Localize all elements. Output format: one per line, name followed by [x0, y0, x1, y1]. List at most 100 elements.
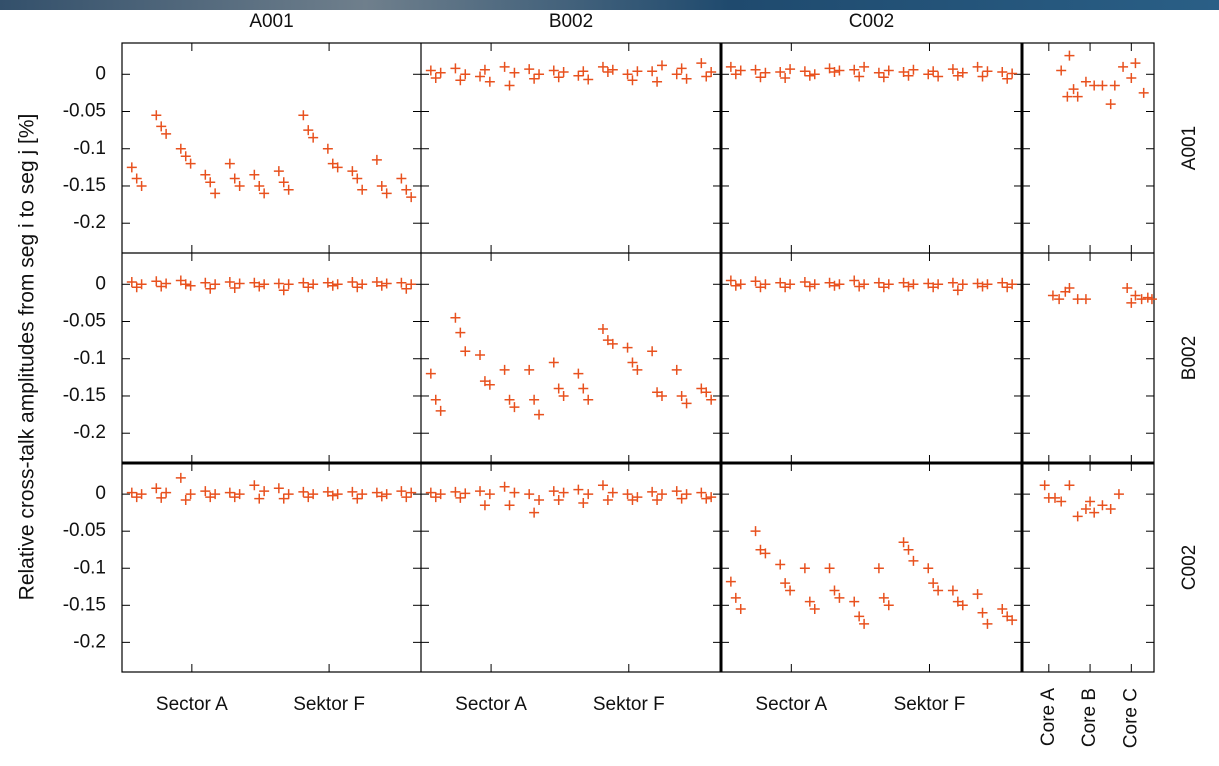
data-point [1114, 489, 1124, 499]
data-point [406, 279, 416, 289]
data-point [973, 589, 983, 599]
data-point [554, 72, 564, 82]
data-point [259, 188, 269, 198]
data-point [505, 500, 515, 510]
data-point [509, 488, 519, 498]
data-point [849, 597, 859, 607]
data-point [982, 66, 992, 76]
data-point [274, 279, 284, 289]
data-point [559, 488, 569, 498]
data-point [829, 585, 839, 595]
data-point [436, 406, 446, 416]
y-tick-label: -0.2 [73, 212, 106, 233]
data-point [210, 188, 220, 198]
data-point [205, 177, 215, 187]
data-point [176, 144, 186, 154]
data-point [137, 181, 147, 191]
data-point [908, 65, 918, 75]
data-point [151, 483, 161, 493]
data-point [186, 159, 196, 169]
data-point [859, 619, 869, 629]
data-point [181, 151, 191, 161]
plot-frame [122, 43, 1154, 672]
data-point [357, 185, 367, 195]
data-point [357, 489, 367, 499]
data-point [200, 486, 210, 496]
data-point [225, 159, 235, 169]
data-point [151, 110, 161, 120]
data-point [475, 72, 485, 82]
data-point [1139, 88, 1149, 98]
data-point [627, 357, 637, 367]
data-point [161, 129, 171, 139]
data-point [225, 277, 235, 287]
data-point [254, 494, 264, 504]
data-point [682, 398, 692, 408]
data-point [249, 480, 259, 490]
data-point [323, 144, 333, 154]
data-point [854, 72, 864, 82]
data-point [1056, 66, 1066, 76]
data-point [460, 69, 470, 79]
data-point [382, 489, 392, 499]
data-point [274, 166, 284, 176]
data-point [978, 72, 988, 82]
data-point [509, 68, 519, 78]
data-point [647, 487, 657, 497]
x-tick-label: Sector A [755, 694, 827, 715]
data-point [401, 492, 411, 502]
data-point [652, 77, 662, 87]
y-tick-label: -0.2 [73, 422, 106, 443]
data-point [682, 74, 692, 84]
data-point [603, 495, 613, 505]
x-tick-label: Sector A [156, 694, 228, 715]
data-point [933, 585, 943, 595]
data-point [583, 74, 593, 84]
y-tick-label: -0.15 [63, 175, 106, 196]
data-point [509, 402, 519, 412]
data-point [382, 279, 392, 289]
y-tick-label: -0.05 [63, 520, 106, 541]
data-point [736, 279, 746, 289]
data-point [973, 62, 983, 72]
y-axis-label: Relative cross-talk amplitudes from seg … [16, 114, 39, 601]
data-point [997, 67, 1007, 77]
data-point [1062, 92, 1072, 102]
data-point [284, 279, 294, 289]
data-point [780, 578, 790, 588]
y-tick-label: -0.05 [63, 311, 106, 332]
data-point [859, 62, 869, 72]
x-tick-label: Core B [1079, 688, 1100, 747]
data-point [800, 563, 810, 573]
data-point [549, 486, 559, 496]
data-point [308, 133, 318, 143]
data-point [298, 487, 308, 497]
data-point [431, 73, 441, 83]
data-point [751, 276, 761, 286]
data-point [583, 395, 593, 405]
data-point [598, 324, 608, 334]
data-point [672, 486, 682, 496]
data-point [775, 278, 785, 288]
data-point [834, 279, 844, 289]
data-point [549, 66, 559, 76]
data-point [534, 69, 544, 79]
data-point [652, 495, 662, 505]
data-point [176, 473, 186, 483]
data-point [249, 170, 259, 180]
data-point [834, 66, 844, 76]
data-point [436, 68, 446, 78]
x-tick-label: Core C [1120, 688, 1141, 748]
data-point [524, 489, 534, 499]
data-point [904, 545, 914, 555]
data-point [578, 384, 588, 394]
data-point [672, 365, 682, 375]
data-point [205, 284, 215, 294]
data-point [279, 177, 289, 187]
data-point [230, 174, 240, 184]
data-point [347, 277, 357, 287]
data-point [731, 281, 741, 291]
data-point [406, 192, 416, 202]
data-point [347, 166, 357, 176]
data-point [997, 604, 1007, 614]
